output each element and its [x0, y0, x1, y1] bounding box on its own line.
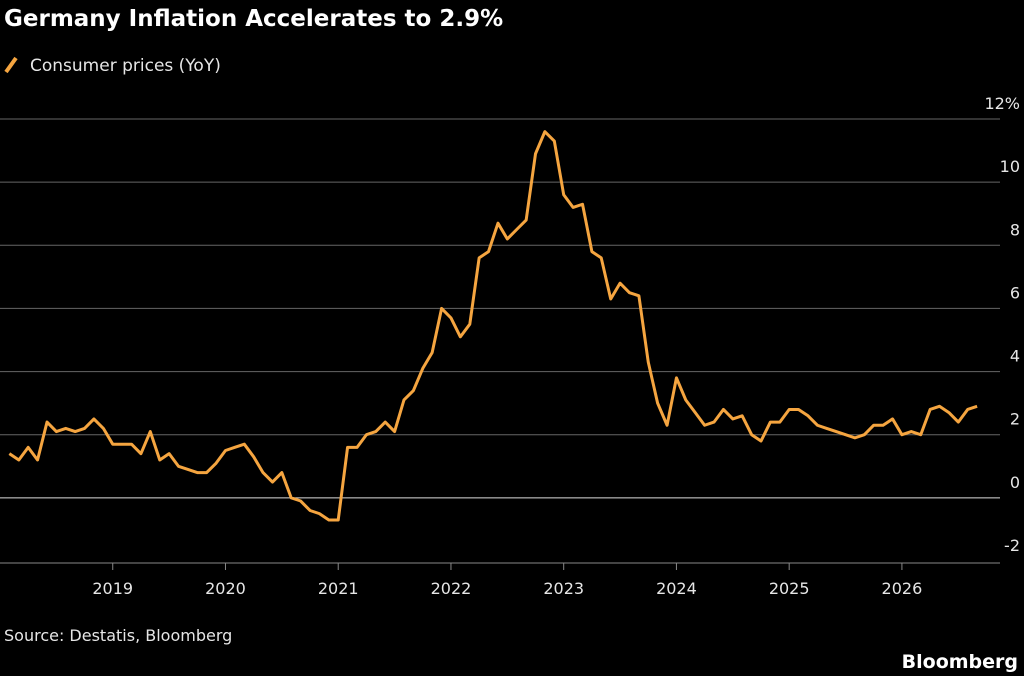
y-tick-label: 0 — [1010, 473, 1020, 492]
legend-swatch — [4, 56, 18, 74]
y-tick-label: 10 — [1000, 157, 1020, 176]
x-tick-label: 2020 — [205, 579, 246, 598]
chart-title: Germany Inflation Accelerates to 2.9% — [4, 6, 503, 32]
y-tick-label: 4 — [1010, 347, 1020, 366]
y-tick-label: -2 — [1004, 536, 1020, 555]
x-tick-label: 2019 — [92, 579, 133, 598]
x-tick-label: 2021 — [318, 579, 359, 598]
legend-label: Consumer prices (YoY) — [30, 56, 221, 76]
x-tick-label: 2024 — [656, 579, 697, 598]
y-tick-label: 6 — [1010, 283, 1020, 302]
x-tick-label: 2022 — [431, 579, 472, 598]
x-tick-label: 2023 — [543, 579, 584, 598]
source-note: Source: Destatis, Bloomberg — [4, 626, 232, 645]
brand-logo: Bloomberg — [902, 651, 1018, 673]
x-tick-label: 2025 — [769, 579, 810, 598]
y-tick-label: 2 — [1010, 410, 1020, 429]
y-tick-label: 8 — [1010, 220, 1020, 239]
data-line — [8, 130, 978, 522]
x-tick-label: 2026 — [882, 579, 923, 598]
y-tick-label: 12% — [984, 94, 1020, 113]
